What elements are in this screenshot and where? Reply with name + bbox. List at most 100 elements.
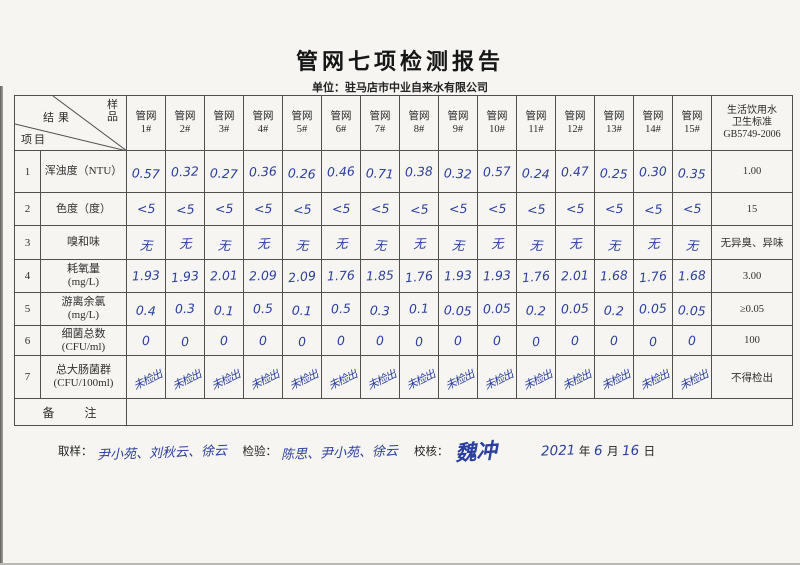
row-number: 1: [14, 150, 41, 193]
value-cell: 未检出: [126, 355, 166, 399]
value-cell: 无: [165, 225, 205, 260]
inspection-label: 检验：: [242, 446, 278, 458]
handwritten-value: 1.76: [326, 267, 356, 284]
handwritten-value: 0.1: [408, 300, 430, 317]
sample-column-header: 管网 10#: [477, 95, 517, 151]
value-cell: <5: [360, 192, 400, 226]
handwritten-value: 0: [453, 332, 463, 348]
handwritten-value: 0.46: [326, 163, 356, 179]
handwritten-value: 0.5: [330, 300, 352, 317]
row-number: 5: [14, 292, 41, 326]
value-cell: <5: [282, 192, 322, 226]
header-row: 结果 样品 项目 管网 1# 管网 2# 管网 3# 管网 4# 管网 5# 管网 6# 管网 7# 管网 8…: [14, 95, 793, 151]
handwritten-value: 未检出: [443, 367, 476, 393]
value-cell: 0.26: [282, 150, 322, 193]
handwritten-value: <5: [604, 200, 624, 217]
value-cell: 0.4: [126, 292, 166, 326]
row-parameter-label: 耗氧量 (mg/L): [40, 259, 127, 293]
value-cell: 1.68: [594, 259, 634, 293]
handwritten-value: <5: [487, 200, 507, 217]
handwritten-value: 无: [412, 235, 426, 251]
sample-column-header: 管网 11#: [516, 95, 556, 151]
standard-cell: 1.00: [711, 150, 793, 193]
value-cell: 0.24: [516, 150, 556, 193]
value-cell: 0.25: [594, 150, 634, 193]
value-cell: 0.2: [594, 292, 634, 326]
handwritten-value: 0.30: [638, 163, 668, 179]
handwritten-value: 0.2: [525, 302, 547, 319]
unit-line: 单位：驻马店市中业自来水有限公司: [312, 82, 488, 94]
handwritten-value: 1.93: [131, 267, 161, 284]
value-cell: 未检出: [165, 355, 205, 399]
handwritten-value: 未检出: [170, 367, 203, 393]
year-label: 年: [578, 446, 591, 458]
handwritten-value: 无: [646, 235, 660, 251]
handwritten-value: 0.05: [677, 302, 707, 319]
handwritten-value: 0.35: [677, 164, 707, 182]
value-cell: 0: [555, 325, 595, 356]
handwritten-value: 0.26: [287, 164, 317, 182]
value-cell: 0.1: [399, 292, 439, 326]
value-cell: 无: [594, 225, 634, 260]
remark-label: 备 注: [14, 398, 127, 426]
value-cell: 0.1: [204, 292, 244, 326]
value-cell: <5: [516, 192, 556, 226]
standard-cell: 15: [711, 192, 793, 226]
value-cell: 0: [672, 325, 712, 356]
sample-column-header: 管网 6#: [321, 95, 361, 151]
check-label: 校核：: [414, 446, 449, 458]
value-cell: 无: [516, 225, 556, 260]
standard-header-line3: GB5749-2006: [723, 129, 781, 140]
handwritten-value: <5: [253, 200, 273, 217]
table-row: 1 浑浊度（NTU） 0.57 0.32 0.27 0.36 0.26 0.46 0.71 0.3…: [14, 150, 793, 193]
sample-column-header: 管网 5#: [282, 95, 322, 151]
value-cell: 未检出: [555, 355, 595, 399]
standard-cell: 3.00: [711, 259, 793, 293]
value-cell: 0.46: [321, 150, 361, 193]
value-cell: 1.93: [165, 259, 205, 293]
sample-column-header: 管网 12#: [555, 95, 595, 151]
value-cell: 1.93: [126, 259, 166, 293]
scan-edge-shadow: [0, 86, 3, 565]
day-label: 日: [643, 446, 656, 458]
handwritten-value: 未检出: [248, 367, 281, 393]
handwritten-value: 未检出: [638, 367, 671, 393]
standard-cell: 不得检出: [711, 355, 793, 399]
value-cell: 0: [282, 325, 322, 356]
value-cell: 0.35: [672, 150, 712, 193]
value-cell: 未检出: [594, 355, 634, 399]
value-cell: 0.30: [633, 150, 673, 193]
value-cell: 0.05: [477, 292, 517, 326]
value-cell: <5: [165, 192, 205, 226]
handwritten-value: <5: [448, 200, 468, 217]
row-number: 2: [14, 192, 41, 226]
handwritten-value: 0: [531, 333, 541, 349]
handwritten-value: 无: [607, 237, 621, 253]
handwritten-value: 1.76: [521, 267, 551, 286]
handwritten-value: 0: [297, 333, 307, 349]
row-number: 4: [14, 259, 41, 293]
value-cell: 无: [672, 225, 712, 260]
sample-column-header: 管网 15#: [672, 95, 712, 151]
value-cell: <5: [438, 192, 478, 226]
value-cell: <5: [555, 192, 595, 226]
handwritten-value: 无: [568, 235, 582, 251]
row-parameter-label: 总大肠菌群 (CFU/100ml): [40, 355, 127, 399]
handwritten-value: 0: [414, 333, 424, 349]
handwritten-value: 2.09: [287, 267, 317, 286]
handwritten-value: 0.32: [443, 164, 473, 182]
handwritten-value: 1.76: [638, 267, 668, 286]
handwritten-value: 0.38: [404, 163, 434, 179]
value-cell: 0: [126, 325, 166, 356]
value-cell: 0: [165, 325, 205, 356]
handwritten-value: <5: [565, 200, 585, 217]
handwritten-value: 0.3: [174, 300, 196, 317]
value-cell: 0.1: [282, 292, 322, 326]
handwritten-value: <5: [214, 200, 234, 217]
value-cell: 2.09: [243, 259, 283, 293]
value-cell: 0.2: [516, 292, 556, 326]
value-cell: 无: [126, 225, 166, 260]
row-number: 7: [14, 355, 41, 399]
handwritten-value: 0.05: [560, 300, 590, 317]
